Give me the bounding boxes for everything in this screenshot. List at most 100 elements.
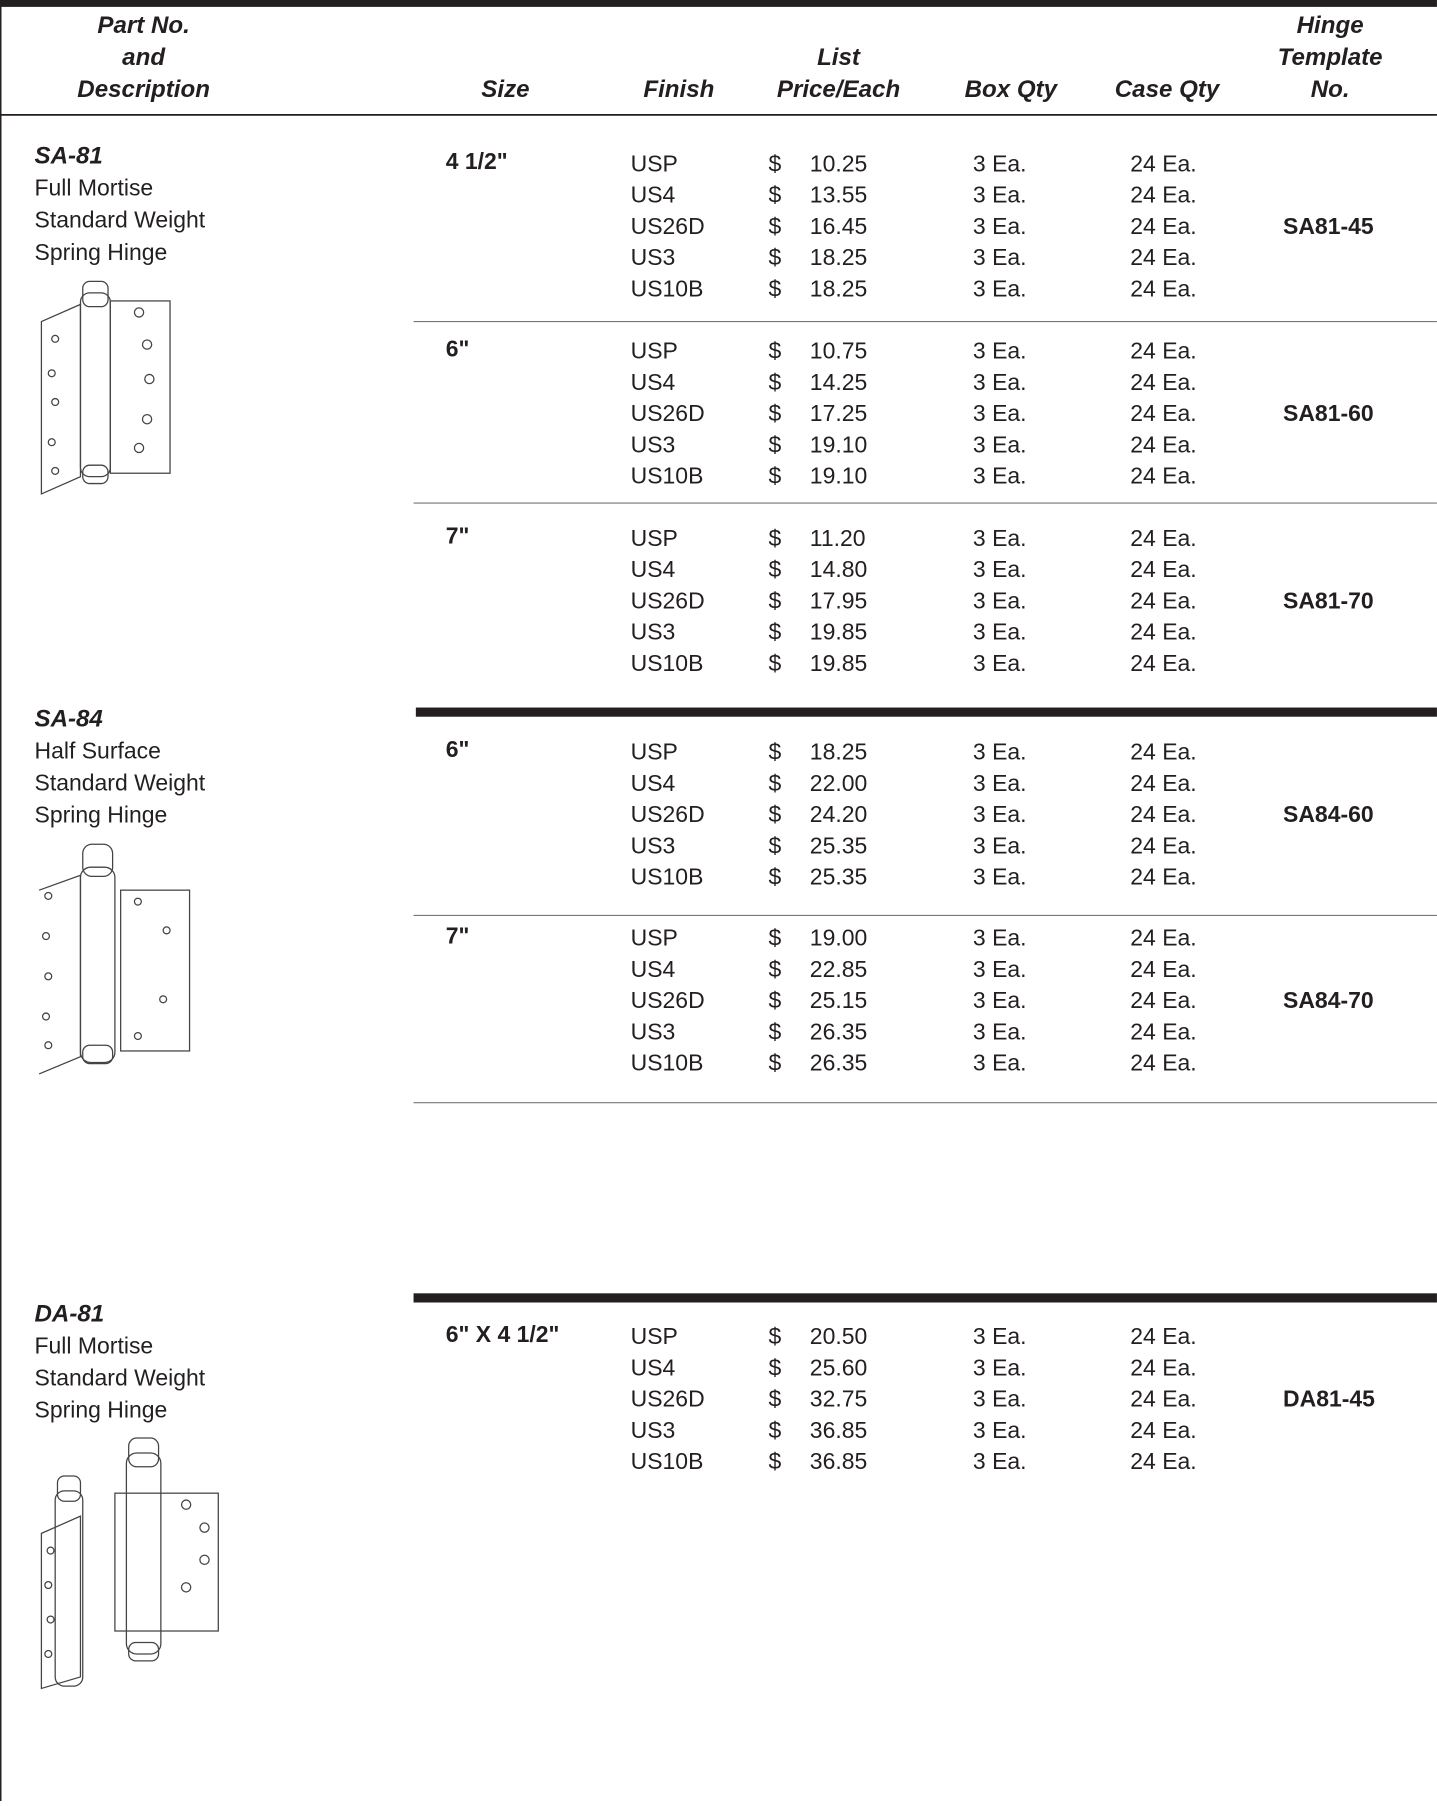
hinge-illustration <box>38 843 191 1075</box>
part-description: Half Surface <box>35 737 161 763</box>
case-qty: 24 Ea. <box>1130 1448 1196 1474</box>
list-price: 25.15 <box>810 987 867 1013</box>
column-header: Hinge <box>1297 12 1364 39</box>
currency: $ <box>768 1018 781 1044</box>
finish: US26D <box>631 987 705 1013</box>
box-qty: 3 Ea. <box>973 925 1027 951</box>
box-qty: 3 Ea. <box>973 400 1027 426</box>
box-qty: 3 Ea. <box>973 1354 1027 1380</box>
finish: US4 <box>631 556 676 582</box>
column-header: Description <box>77 76 210 103</box>
part-number: SA-84 <box>35 706 103 733</box>
box-qty: 3 Ea. <box>973 275 1027 301</box>
case-qty: 24 Ea. <box>1130 587 1196 613</box>
currency: $ <box>768 832 781 858</box>
box-qty: 3 Ea. <box>973 431 1027 457</box>
size: 7" <box>446 922 470 948</box>
list-price: 19.85 <box>810 619 867 645</box>
currency: $ <box>768 739 781 765</box>
finish: US4 <box>631 770 676 796</box>
case-qty: 24 Ea. <box>1130 987 1196 1013</box>
template-number: SA81-70 <box>1283 587 1374 613</box>
finish: US26D <box>631 801 705 827</box>
box-qty: 3 Ea. <box>973 801 1027 827</box>
finish: US10B <box>631 650 704 676</box>
part-description: Full Mortise <box>35 1332 154 1358</box>
part-description: Full Mortise <box>35 175 154 201</box>
currency: $ <box>768 1323 781 1349</box>
size: 6" <box>446 335 470 361</box>
list-price: 17.95 <box>810 587 867 613</box>
case-qty: 24 Ea. <box>1130 1018 1196 1044</box>
list-price: 17.25 <box>810 400 867 426</box>
currency: $ <box>768 619 781 645</box>
box-qty: 3 Ea. <box>973 956 1027 982</box>
column-header: Template <box>1278 44 1383 71</box>
box-qty: 3 Ea. <box>973 832 1027 858</box>
list-price: 19.00 <box>810 925 867 951</box>
case-qty: 24 Ea. <box>1130 1417 1196 1443</box>
part-number: DA-81 <box>35 1301 105 1328</box>
product-rule <box>413 1293 1437 1303</box>
currency: $ <box>768 213 781 239</box>
case-qty: 24 Ea. <box>1130 801 1196 827</box>
finish: USP <box>631 150 678 176</box>
list-price: 14.80 <box>810 556 867 582</box>
size: 6" X 4 1/2" <box>446 1321 560 1347</box>
box-qty: 3 Ea. <box>973 864 1027 890</box>
finish: US10B <box>631 275 704 301</box>
finish: US26D <box>631 213 705 239</box>
column-header: Case Qty <box>1115 76 1221 103</box>
case-qty: 24 Ea. <box>1130 1323 1196 1349</box>
list-price: 18.25 <box>810 739 867 765</box>
case-qty: 24 Ea. <box>1130 338 1196 364</box>
size: 4 1/2" <box>446 148 508 174</box>
currency: $ <box>768 275 781 301</box>
currency: $ <box>768 864 781 890</box>
part-description: Standard Weight <box>35 770 206 796</box>
list-price: 18.25 <box>810 275 867 301</box>
finish: US3 <box>631 619 676 645</box>
hinge-illustration <box>40 1437 219 1690</box>
part-description: Spring Hinge <box>35 239 168 265</box>
column-header: Box Qty <box>965 76 1059 103</box>
finish: US4 <box>631 369 676 395</box>
currency: $ <box>768 650 781 676</box>
currency: $ <box>768 400 781 426</box>
box-qty: 3 Ea. <box>973 182 1027 208</box>
box-qty: 3 Ea. <box>973 213 1027 239</box>
finish: USP <box>631 525 678 551</box>
currency: $ <box>768 987 781 1013</box>
finish: US4 <box>631 182 676 208</box>
case-qty: 24 Ea. <box>1130 275 1196 301</box>
column-header: and <box>122 44 166 71</box>
box-qty: 3 Ea. <box>973 244 1027 270</box>
box-qty: 3 Ea. <box>973 987 1027 1013</box>
list-price: 19.10 <box>810 431 867 457</box>
box-qty: 3 Ea. <box>973 1386 1027 1412</box>
box-qty: 3 Ea. <box>973 619 1027 645</box>
column-header: Finish <box>643 76 714 103</box>
case-qty: 24 Ea. <box>1130 150 1196 176</box>
case-qty: 24 Ea. <box>1130 369 1196 395</box>
box-qty: 3 Ea. <box>973 1417 1027 1443</box>
template-number: SA84-60 <box>1283 801 1374 827</box>
list-price: 11.20 <box>810 525 866 551</box>
list-price: 20.50 <box>810 1323 867 1349</box>
list-price: 24.20 <box>810 801 867 827</box>
currency: $ <box>768 182 781 208</box>
list-price: 10.75 <box>810 338 867 364</box>
finish: USP <box>631 338 678 364</box>
currency: $ <box>768 244 781 270</box>
finish: US4 <box>631 1354 676 1380</box>
list-price: 14.25 <box>810 369 867 395</box>
currency: $ <box>768 556 781 582</box>
currency: $ <box>768 369 781 395</box>
currency: $ <box>768 150 781 176</box>
box-qty: 3 Ea. <box>973 739 1027 765</box>
finish: US10B <box>631 864 704 890</box>
case-qty: 24 Ea. <box>1130 1386 1196 1412</box>
finish: US3 <box>631 431 676 457</box>
